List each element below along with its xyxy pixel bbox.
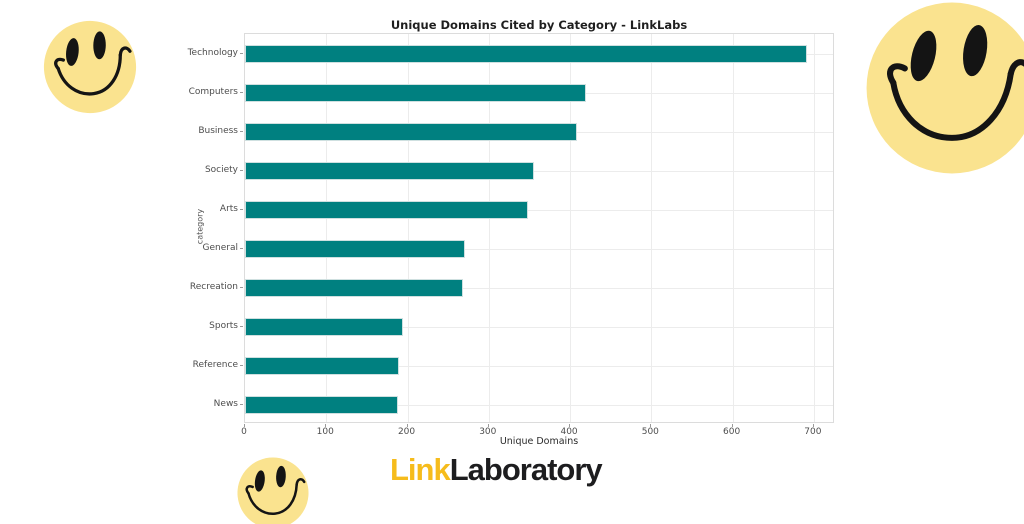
smiley-face-sticker-bottom: [232, 452, 314, 524]
smiley-face-icon: [36, 13, 144, 121]
y-tickmark-reference: [240, 364, 243, 366]
gridline-y-news: [245, 404, 833, 406]
gridline-y-society: [245, 170, 833, 172]
x-ticklabel-600: 600: [723, 427, 741, 437]
smiley-face-sticker-top-right: [863, 0, 1024, 177]
y-tickmark-computers: [240, 91, 243, 93]
x-tickmark-500: [650, 424, 652, 427]
x-ticklabel-200: 200: [397, 427, 416, 437]
y-tickmark-business: [240, 130, 243, 132]
linklaboratory-logo: LinkLaboratory: [390, 452, 603, 488]
logo-link-text: Link: [390, 452, 451, 487]
y-tickmark-arts: [240, 208, 243, 210]
bar-sports: [245, 317, 403, 336]
y-label-news: News: [213, 398, 238, 409]
x-tickmark-600: [731, 424, 733, 427]
chart-title: Unique Domains Cited by Category - LinkL…: [390, 18, 688, 32]
x-axis-tickmarks: [244, 424, 834, 428]
gridline-y-arts: [245, 209, 833, 211]
gridline-x-200: [407, 34, 409, 422]
gridline-x-400: [570, 34, 572, 422]
y-tickmark-sports: [240, 325, 243, 327]
x-tickmark-100: [325, 424, 327, 427]
bar-technology: [245, 44, 808, 63]
bar-news: [245, 395, 398, 414]
x-ticklabel-300: 300: [479, 427, 497, 437]
smiley-face-sticker-top-left: [36, 13, 144, 121]
x-ticklabel-400: 400: [560, 427, 578, 437]
y-axis-category-labels: Technology Computers Business Society Arts Ge…: [130, 33, 238, 423]
bar-arts: [245, 200, 528, 219]
smiley-face-icon: [232, 452, 314, 524]
gridline-y-reference: [245, 365, 833, 367]
gridline-x-600: [732, 34, 734, 422]
y-label-business: Business: [198, 125, 238, 136]
plot-area: [244, 33, 834, 423]
x-tickmark-0: [244, 424, 245, 427]
gridline-x-700: [813, 34, 815, 422]
bar-business: [245, 122, 577, 141]
y-label-general: General: [202, 242, 238, 253]
logo-laboratory-text: Laboratory: [449, 452, 603, 487]
bar-computers: [245, 83, 587, 102]
y-label-society: Society: [204, 164, 238, 175]
x-tickmark-300: [487, 424, 489, 427]
bar-reference: [245, 356, 400, 375]
y-label-computers: Computers: [188, 86, 238, 97]
x-tickmark-400: [569, 424, 571, 427]
x-ticklabel-700: 700: [804, 427, 822, 437]
y-label-arts: Arts: [219, 203, 238, 214]
x-axis-title: Unique Domains: [499, 436, 579, 447]
x-axis-ticklabels: 0 100 200 300 400 500 600 700: [241, 427, 834, 439]
x-ticklabel-100: 100: [316, 427, 334, 437]
x-ticklabel-500: 500: [641, 427, 659, 437]
bar-society: [245, 161, 535, 180]
y-label-sports: Sports: [209, 320, 238, 331]
y-tickmark-recreation: [240, 286, 243, 288]
y-label-reference: Reference: [192, 359, 238, 370]
y-tickmark-society: [240, 169, 243, 171]
x-tickmark-700: [812, 424, 814, 427]
bar-general: [245, 239, 466, 258]
x-ticklabel-0: 0: [241, 427, 247, 437]
gridline-y-general: [245, 248, 833, 250]
gridline-y-recreation: [245, 287, 833, 289]
y-tickmark-news: [240, 403, 243, 405]
bar-recreation: [245, 278, 463, 297]
gridline-x-100: [326, 34, 328, 422]
x-tickmark-200: [406, 424, 408, 427]
y-tickmark-general: [240, 247, 243, 249]
y-axis-title: category: [195, 208, 205, 245]
y-label-technology: Technology: [187, 47, 238, 58]
gridline-x-300: [488, 34, 490, 422]
y-label-recreation: Recreation: [189, 281, 238, 292]
y-tickmark-technology: [240, 52, 243, 54]
gridline-x-500: [651, 34, 653, 422]
gridline-y-sports: [245, 326, 833, 328]
smiley-face-icon: [863, 0, 1024, 177]
y-axis-tickmarks: [240, 33, 244, 423]
